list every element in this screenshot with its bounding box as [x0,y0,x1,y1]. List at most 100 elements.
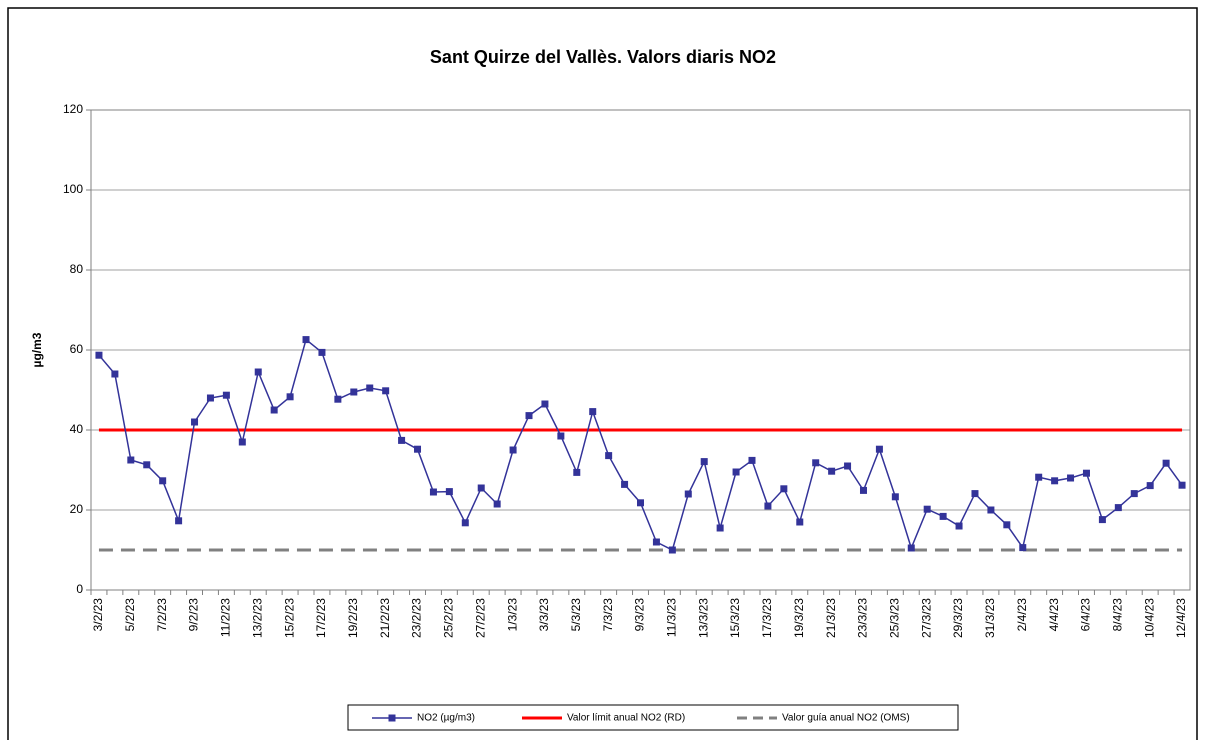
x-tick-label: 4/4/23 [1047,598,1061,632]
data-point [334,395,342,403]
data-point [270,406,278,414]
x-tick-label: 11/2/23 [219,598,233,637]
x-tick-label: 23/3/23 [856,598,870,638]
data-point [302,336,310,344]
data-point [732,468,740,476]
data-point [1035,473,1043,481]
data-point [668,546,676,554]
y-tick-label: 20 [70,502,84,516]
x-tick-label: 15/2/23 [282,598,296,638]
x-tick-label: 3/3/23 [537,598,551,632]
x-tick-label: 29/3/23 [951,598,965,638]
legend-label: Valor guía anual NO2 (OMS) [782,713,910,724]
x-tick-label: 13/3/23 [696,598,710,638]
y-axis-label: µg/m3 [30,332,44,367]
x-tick-label: 10/4/23 [1142,598,1156,638]
data-point [541,400,549,408]
data-point [1067,474,1075,482]
data-point [891,493,899,501]
x-tick-label: 1/3/23 [505,598,519,632]
x-tick-label: 27/3/23 [919,598,933,638]
data-point [366,384,374,392]
data-point [652,538,660,546]
data-point [493,500,501,508]
data-point [844,462,852,470]
y-tick-label: 0 [76,582,83,596]
data-point [254,368,262,376]
x-tick-label: 9/3/23 [633,598,647,632]
data-point [637,499,644,507]
data-point [1130,490,1138,498]
data-point [780,485,788,493]
data-point [143,461,151,469]
data-point [875,445,883,453]
y-tick-label: 40 [70,422,84,436]
data-point [509,446,517,454]
data-point [318,348,326,356]
data-point [700,458,708,466]
data-point [238,438,246,446]
legend-label: Valor límit anual NO2 (RD) [567,713,685,724]
data-point [1146,482,1154,490]
x-tick-label: 5/2/23 [123,598,137,632]
data-point [1019,544,1027,552]
x-tick-label: 17/3/23 [760,598,774,638]
data-point [350,388,358,396]
data-point [1162,459,1170,467]
x-tick-label: 2/4/23 [1015,598,1029,632]
x-tick-label: 3/2/23 [91,598,105,632]
x-tick-label: 27/2/23 [473,598,487,638]
data-point [859,486,867,494]
x-tick-label: 19/3/23 [792,598,806,638]
x-tick-label: 21/3/23 [824,598,838,638]
x-tick-label: 15/3/23 [728,598,742,638]
y-tick-label: 100 [63,182,83,196]
data-point [414,445,422,453]
data-point [525,412,533,420]
data-point [971,490,979,498]
data-point [573,468,581,476]
chart-border [7,7,1198,740]
data-point [621,480,629,488]
data-point [222,391,230,399]
x-tick-label: 25/3/23 [888,598,902,638]
data-point [175,517,183,525]
data-point [764,502,772,510]
data-point [716,524,724,532]
data-point [1114,504,1122,512]
data-point [955,522,963,530]
x-tick-label: 23/2/23 [410,598,424,638]
data-point [286,393,294,401]
data-point [95,351,103,359]
data-point [477,484,485,492]
data-point [1178,481,1186,489]
data-point [923,505,931,513]
data-point [159,477,167,485]
y-tick-label: 80 [70,262,84,276]
x-tick-label: 7/3/23 [601,598,615,632]
data-point [1098,516,1106,524]
x-tick-label: 31/3/23 [983,598,997,638]
data-point [1051,477,1059,485]
x-tick-label: 11/3/23 [665,598,679,637]
chart-title: Sant Quirze del Vallès. Valors diaris NO… [430,47,776,67]
legend-marker [388,714,396,722]
x-tick-label: 8/4/23 [1110,598,1124,632]
x-tick-label: 6/4/23 [1079,598,1093,632]
y-tick-label: 60 [70,342,84,356]
data-point [111,370,119,378]
data-point [796,518,804,526]
data-point [206,394,214,402]
data-point [429,488,437,496]
data-point [191,418,199,426]
x-tick-label: 7/2/23 [155,598,169,632]
data-point [398,436,406,444]
data-point [445,488,453,496]
data-point [684,490,692,498]
data-point [557,432,565,440]
x-tick-label: 19/2/23 [346,598,360,638]
data-point [1003,521,1011,529]
x-tick-label: 9/2/23 [187,598,201,632]
data-point [987,506,995,514]
